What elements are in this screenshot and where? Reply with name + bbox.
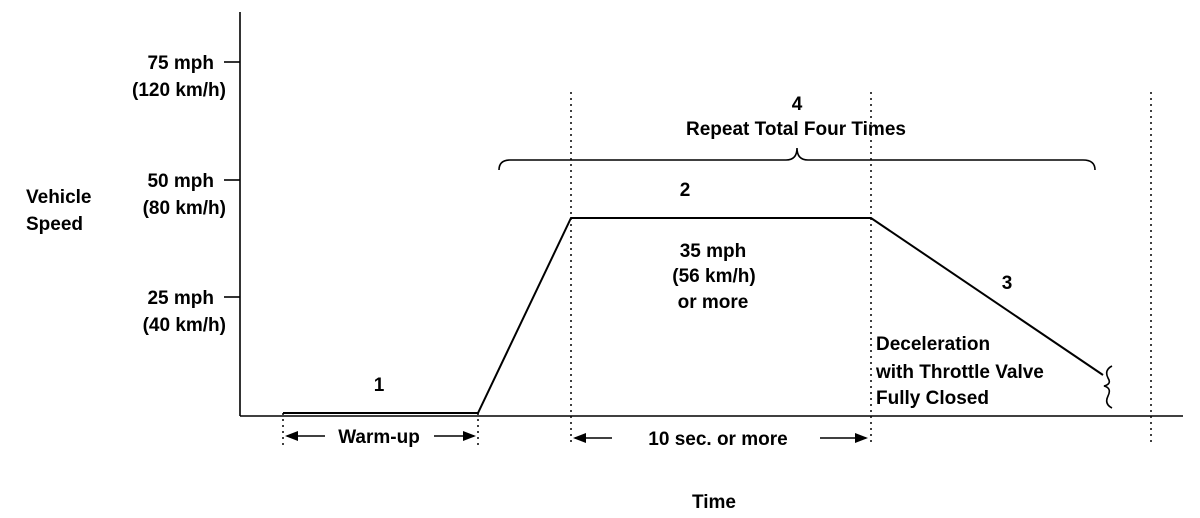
tick-label-75-mph: 75 mph [147,53,214,74]
step-2-speed-kmh: (56 km/h) [672,266,755,287]
deceleration-end-bracket [1103,365,1113,409]
step-3-note-line1: Deceleration [876,334,990,355]
tick-label-25-mph: 25 mph [147,288,214,309]
tick-label-50-kmh: (80 km/h) [143,198,226,219]
duration-arrow-right-head [855,433,868,443]
repeat-brace [498,147,1096,171]
step-2-speed-mph: 35 mph [680,241,747,262]
step-3-note-line2: with Throttle Valve [875,362,1044,383]
y-axis-title-line1: Vehicle [26,187,92,208]
step-2-number: 2 [680,180,691,201]
warmup-label: Warm-up [338,427,420,448]
step-2-speed-qualifier: or more [678,292,749,313]
tick-label-50-mph: 50 mph [147,171,214,192]
duration-label: 10 sec. or more [648,429,787,450]
tick-label-25-kmh: (40 km/h) [143,315,226,336]
warmup-arrow-right-head [463,431,476,441]
x-axis-title: Time [692,492,736,513]
duration-arrow-left-head [573,433,586,443]
step-4-number: 4 [792,94,803,115]
speed-profile-line [283,217,1104,414]
step-3-note-line3: Fully Closed [876,388,989,409]
step-3-number: 3 [1002,273,1013,294]
step-1-number: 1 [374,375,385,396]
y-axis-title-line2: Speed [26,214,83,235]
tick-label-75-kmh: (120 km/h) [132,80,226,101]
repeat-label: Repeat Total Four Times [686,119,906,140]
warmup-arrow-left-head [285,431,298,441]
